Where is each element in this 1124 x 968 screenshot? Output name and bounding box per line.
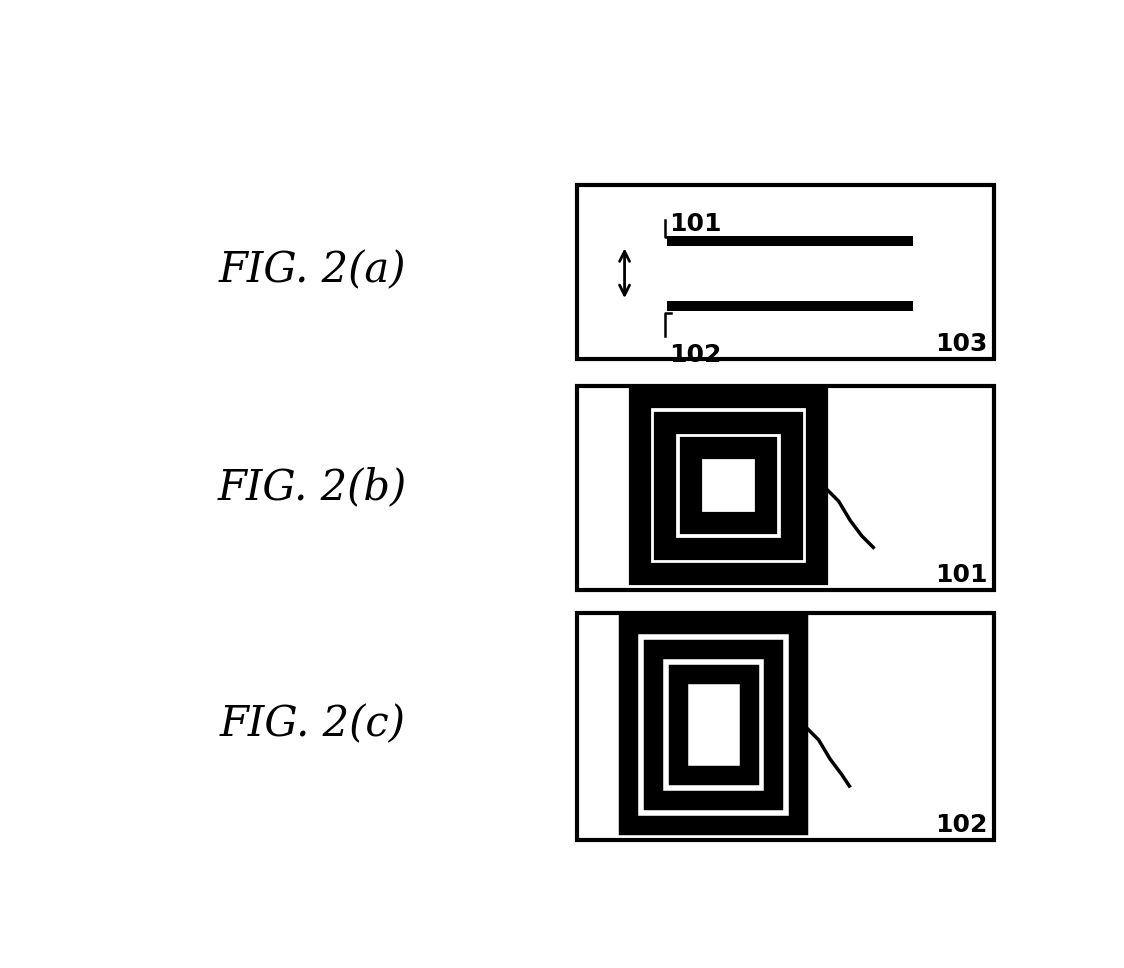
Bar <box>667 235 914 246</box>
Text: 101: 101 <box>935 562 988 587</box>
Text: 102: 102 <box>669 344 722 367</box>
Text: FIG. 2(c): FIG. 2(c) <box>219 704 406 745</box>
Bar <box>640 397 817 574</box>
Bar <box>665 423 791 549</box>
Bar <box>577 385 994 590</box>
Bar <box>653 649 773 800</box>
Bar <box>667 301 914 311</box>
Text: 103: 103 <box>935 332 988 355</box>
Bar <box>577 613 994 840</box>
Text: FIG. 2(a): FIG. 2(a) <box>219 249 407 291</box>
Bar <box>691 448 767 524</box>
Bar <box>628 624 798 825</box>
Text: FIG. 2(b): FIG. 2(b) <box>218 467 407 508</box>
Bar <box>577 186 994 359</box>
Bar <box>678 674 749 775</box>
Text: 102: 102 <box>935 813 988 837</box>
Text: 101: 101 <box>669 212 722 236</box>
